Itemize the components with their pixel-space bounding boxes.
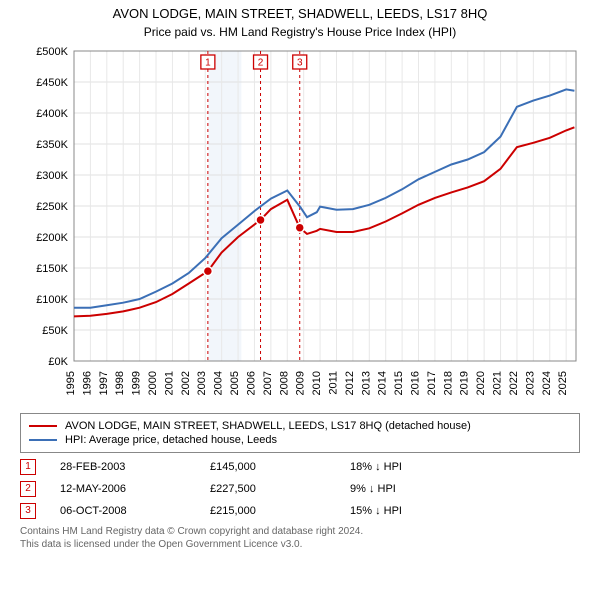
sales-row: 2 12-MAY-2006£227,5009% ↓ HPI <box>20 481 580 497</box>
svg-text:2002: 2002 <box>180 371 192 395</box>
svg-text:2000: 2000 <box>147 371 159 395</box>
svg-text:1995: 1995 <box>65 371 77 395</box>
legend: AVON LODGE, MAIN STREET, SHADWELL, LEEDS… <box>20 413 580 453</box>
sales-marker: 3 <box>20 503 36 519</box>
svg-text:£350K: £350K <box>36 139 68 151</box>
sales-table: 1 28-FEB-2003£145,00018% ↓ HPI 2 12-MAY-200… <box>20 459 580 519</box>
svg-text:2006: 2006 <box>245 371 257 395</box>
svg-text:2023: 2023 <box>524 371 536 395</box>
svg-text:3: 3 <box>297 58 303 69</box>
sales-price: £145,000 <box>210 461 350 473</box>
svg-text:2015: 2015 <box>393 371 405 395</box>
sales-row: 1 28-FEB-2003£145,00018% ↓ HPI <box>20 459 580 475</box>
svg-text:2003: 2003 <box>196 371 208 395</box>
svg-text:2013: 2013 <box>360 371 372 395</box>
legend-swatch <box>29 425 57 427</box>
svg-text:£450K: £450K <box>36 77 68 89</box>
sales-marker: 2 <box>20 481 36 497</box>
sales-delta: 9% ↓ HPI <box>350 483 396 495</box>
legend-row: AVON LODGE, MAIN STREET, SHADWELL, LEEDS… <box>29 420 571 432</box>
svg-text:2024: 2024 <box>541 371 553 395</box>
sales-price: £227,500 <box>210 483 350 495</box>
sales-date: 12-MAY-2006 <box>60 483 210 495</box>
svg-text:£0K: £0K <box>48 356 68 368</box>
attribution: Contains HM Land Registry data © Crown c… <box>20 525 580 551</box>
svg-text:2022: 2022 <box>508 371 520 395</box>
svg-text:1997: 1997 <box>98 371 110 395</box>
svg-text:£500K: £500K <box>36 46 68 58</box>
svg-text:1996: 1996 <box>81 371 93 395</box>
svg-text:2: 2 <box>258 58 264 69</box>
svg-text:£250K: £250K <box>36 201 68 213</box>
price-chart: £0K £50K £100K £150K £200K £250K £300K £350K £40… <box>20 45 580 405</box>
svg-text:2007: 2007 <box>262 371 274 395</box>
svg-text:2019: 2019 <box>459 371 471 395</box>
svg-text:2025: 2025 <box>557 371 569 395</box>
attribution-line1: Contains HM Land Registry data © Crown c… <box>20 525 580 538</box>
svg-text:2005: 2005 <box>229 371 241 395</box>
svg-text:2020: 2020 <box>475 371 487 395</box>
legend-swatch <box>29 439 57 441</box>
chart-title: AVON LODGE, MAIN STREET, SHADWELL, LEEDS… <box>10 6 590 23</box>
legend-label: HPI: Average price, detached house, Leed… <box>65 434 277 446</box>
legend-row: HPI: Average price, detached house, Leed… <box>29 434 571 446</box>
attribution-line2: This data is licensed under the Open Gov… <box>20 538 580 551</box>
svg-text:1: 1 <box>205 58 211 69</box>
svg-text:2017: 2017 <box>426 371 438 395</box>
legend-label: AVON LODGE, MAIN STREET, SHADWELL, LEEDS… <box>65 420 471 432</box>
svg-text:£50K: £50K <box>42 325 68 337</box>
svg-text:2011: 2011 <box>327 371 339 395</box>
svg-text:£300K: £300K <box>36 170 68 182</box>
sales-row: 3 06-OCT-2008£215,00015% ↓ HPI <box>20 503 580 519</box>
svg-text:2004: 2004 <box>213 371 225 395</box>
svg-text:£200K: £200K <box>36 232 68 244</box>
svg-text:2018: 2018 <box>442 371 454 395</box>
svg-text:2010: 2010 <box>311 371 323 395</box>
svg-text:£400K: £400K <box>36 108 68 120</box>
svg-text:2009: 2009 <box>295 371 307 395</box>
chart-subtitle: Price paid vs. HM Land Registry's House … <box>10 25 590 39</box>
svg-text:£150K: £150K <box>36 263 68 275</box>
svg-text:2008: 2008 <box>278 371 290 395</box>
svg-text:2001: 2001 <box>163 371 175 395</box>
sales-delta: 18% ↓ HPI <box>350 461 402 473</box>
sales-marker: 1 <box>20 459 36 475</box>
svg-text:1998: 1998 <box>114 371 126 395</box>
svg-text:1999: 1999 <box>131 371 143 395</box>
svg-text:2012: 2012 <box>344 371 356 395</box>
svg-text:2021: 2021 <box>492 371 504 395</box>
sales-delta: 15% ↓ HPI <box>350 505 402 517</box>
sales-date: 06-OCT-2008 <box>60 505 210 517</box>
sales-date: 28-FEB-2003 <box>60 461 210 473</box>
sales-price: £215,000 <box>210 505 350 517</box>
svg-text:2014: 2014 <box>377 371 389 395</box>
svg-text:£100K: £100K <box>36 294 68 306</box>
svg-text:2016: 2016 <box>410 371 422 395</box>
